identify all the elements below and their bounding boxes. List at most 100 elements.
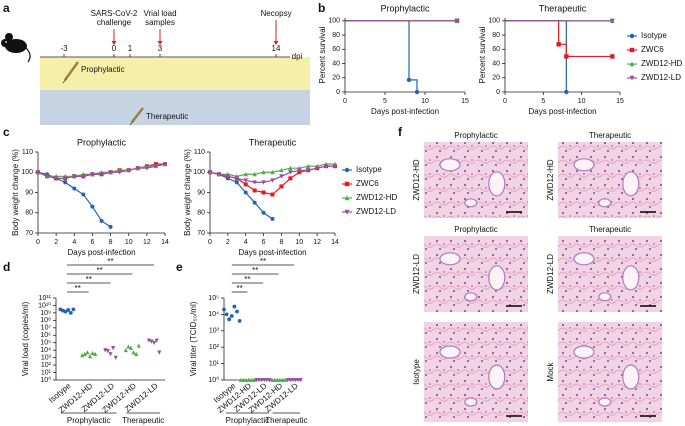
marker <box>279 167 284 173</box>
marker <box>261 210 266 215</box>
legend-label: ZWC6 <box>356 179 379 188</box>
marker <box>134 351 139 356</box>
marker <box>224 312 229 317</box>
image-label: ZWD12-LD <box>546 254 555 294</box>
prophylactic-band <box>40 57 310 90</box>
syringe-prophylactic <box>62 61 80 84</box>
airway <box>622 171 640 197</box>
marker <box>234 180 239 185</box>
event-arrowhead <box>157 41 163 45</box>
airway <box>464 397 478 407</box>
y-tick-label: 90 <box>25 189 33 196</box>
marker <box>261 169 266 175</box>
survival-line <box>505 20 567 92</box>
x-tick-label: 2 <box>226 239 230 246</box>
x-tick-label: 10 <box>578 98 586 105</box>
legend-label: ZWD12-HD <box>641 59 683 68</box>
y-tick-label: 10⁷ <box>41 325 52 332</box>
marker <box>564 54 569 59</box>
marker <box>323 164 329 169</box>
marker <box>252 188 257 193</box>
marker <box>63 180 68 185</box>
y-tick-label: 80 <box>197 210 205 217</box>
timeline-tick-label: 0 <box>112 44 117 53</box>
marker <box>222 307 226 312</box>
y-tick-label: 10¹ <box>209 360 220 367</box>
significance-label: ** <box>86 275 92 284</box>
airway <box>488 364 506 390</box>
marker <box>279 174 284 179</box>
marker <box>556 42 561 47</box>
x-tick-label: 8 <box>279 239 283 246</box>
legend-marker <box>344 167 350 173</box>
event-label: samples <box>145 18 175 27</box>
group-label: Therapeutic <box>146 112 188 121</box>
significance-label: ** <box>260 257 266 266</box>
marker <box>157 350 162 355</box>
marker <box>237 319 242 323</box>
survival-line <box>505 20 613 58</box>
syringe-therapeutic <box>129 107 144 126</box>
marker <box>252 180 257 185</box>
airway <box>488 265 506 291</box>
legend-marker <box>344 209 350 215</box>
marker <box>128 345 134 350</box>
y-tick-label: 10¹⁰ <box>38 301 51 309</box>
marker <box>153 164 159 169</box>
marker <box>105 349 110 354</box>
panel-letter: b <box>318 1 325 15</box>
marker <box>90 172 95 177</box>
x-axis-label: Days post-infection <box>238 248 306 257</box>
y-tick-label: 10³ <box>209 328 220 335</box>
y-tick-label: 10¹¹ <box>39 295 52 302</box>
y-tick-label: 60 <box>332 46 340 53</box>
marker <box>93 351 98 356</box>
event-arrowhead <box>111 41 117 45</box>
marker <box>283 377 288 382</box>
timeline-tick-label: 3 <box>158 44 163 53</box>
marker <box>314 166 320 171</box>
x-tick-label: 5 <box>383 98 387 105</box>
marker <box>232 304 237 309</box>
marker <box>113 355 118 360</box>
y-tick-label: 100 <box>488 18 500 25</box>
marker <box>243 190 248 195</box>
marker <box>81 192 86 197</box>
y-tick-label: 10⁹ <box>40 310 51 317</box>
y-axis-label: Viral titer (TCID₅₀/ml) <box>189 301 198 376</box>
x-tick-label: 12 <box>143 239 151 246</box>
significance-label: ** <box>107 257 113 266</box>
y-tick-label: 110 <box>22 149 33 156</box>
airway <box>488 171 506 197</box>
therapeutic-band <box>40 90 310 125</box>
legend-marker <box>629 47 635 53</box>
significance-label: ** <box>252 266 258 275</box>
marker <box>80 353 85 358</box>
y-tick-label: 10⁵ <box>208 295 219 302</box>
histology-image <box>424 322 528 422</box>
marker <box>149 339 154 344</box>
marker <box>207 170 213 175</box>
marker <box>243 178 248 183</box>
y-tick-label: 10² <box>209 344 220 351</box>
x-tick-label: 0 <box>343 98 347 105</box>
x-tick-label: 12 <box>313 239 321 246</box>
image-header: Prophylactic <box>454 131 498 140</box>
airway <box>622 364 640 390</box>
marker <box>267 378 272 383</box>
significance-label: ** <box>244 275 250 284</box>
y-tick-label: 10⁴ <box>40 347 51 354</box>
y-tick-label: 0 <box>496 89 500 96</box>
x-tick-label: 0 <box>208 239 212 246</box>
y-tick-label: 70 <box>197 230 205 237</box>
marker <box>144 166 150 171</box>
marker <box>454 18 460 24</box>
group-label: Prophylactic <box>226 416 270 425</box>
airway <box>439 345 461 359</box>
marker <box>306 163 311 169</box>
significance-label: ** <box>236 284 242 293</box>
marker <box>414 89 420 95</box>
marker <box>82 351 87 356</box>
image-label: Isotype <box>412 359 421 385</box>
